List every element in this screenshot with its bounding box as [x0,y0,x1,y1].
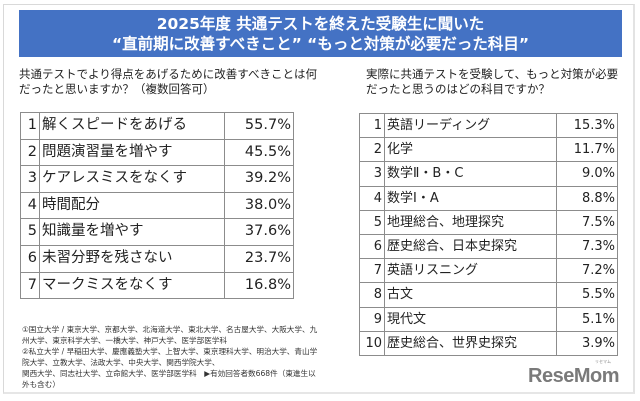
title-line-1: 2025年度 共通テストを終えた受験生に聞いた [156,14,485,33]
table-row: 6 未習分野を残さない 23.7% [20,244,294,273]
title-banner: 2025年度 共通テストを終えた受験生に聞いた “直前期に改善すべきこと” “も… [19,10,622,57]
table-row: 5 知識量を増やす 37.6% [20,218,294,246]
resemom-logo: ReseMom リセマム [528,359,619,388]
left-question: 共通テストでより得点をあげるために改善すべきことは何だったと思いますか？（複数回… [19,67,317,96]
subject-label: 英語リーディング [384,112,557,139]
rank: 8 [359,282,385,308]
percentage: 15.3% [556,112,618,139]
subject-label: 数学Ⅱ・B・C [384,161,557,187]
footnote-private-universities: ②私立大学 / 早稲田大学、慶應義塾大学、上智大学、東京理科大学、明治大学、青山… [22,347,318,367]
rank: 6 [20,244,40,273]
table-row: 7 マークミスをなくす 16.8% [20,271,294,300]
rank: 2 [359,137,385,163]
logo-kana: リセマム [594,359,611,364]
item-label: 未習分野を残さない [39,244,225,273]
table-row: 10 歴史総合、世界史探究 3.9% [359,330,618,357]
rank: 6 [359,234,385,260]
item-label: 解くスピードをあげる [39,112,225,140]
table-row: 9 現代文 5.1% [359,306,618,332]
table-row: 4 数学Ⅰ・A 8.8% [359,185,618,211]
percentage: 11.7% [556,137,618,163]
table-row: 7 英語リスニング 7.2% [359,258,618,284]
subject-label: 英語リスニング [384,258,557,284]
subject-label: 数学Ⅰ・A [384,185,557,211]
table-row: 3 ケアレスミスをなくす 39.2% [20,165,294,193]
subject-label: 古文 [384,282,557,308]
percentage: 55.7% [224,112,294,140]
percentage: 3.9% [556,330,618,357]
table-row: 5 地理総合、地理探究 7.5% [359,209,618,236]
rank: 2 [20,138,40,167]
improvement-ranking-table: 1 解くスピードをあげる 55.7% 2 問題演習量を増やす 45.5% 3 ケ… [20,112,294,300]
subject-label: 現代文 [384,306,557,332]
percentage: 7.2% [556,258,618,284]
footnote-national-universities: ①国立大学 / 東京大学、京都大学、北海道大学、東北大学、名古屋大学、大阪大学、… [22,325,318,345]
right-question: 実際に共通テストを受験して、もっと対策が必要だったと思うのはどの科目ですか？ [366,67,619,96]
rank: 4 [20,191,40,220]
percentage: 37.6% [224,218,294,246]
percentage: 5.5% [556,282,618,308]
table-row: 4 時間配分 38.0% [20,191,294,220]
rank: 1 [359,112,385,139]
item-label: 時間配分 [39,191,225,220]
item-label: 知識量を増やす [39,218,225,246]
rank: 9 [359,306,385,332]
percentage: 16.8% [224,271,294,300]
percentage: 7.3% [556,234,618,260]
subject-label: 歴史総合、日本史探究 [384,234,557,260]
item-label: ケアレスミスをなくす [39,165,225,193]
subject-label: 歴史総合、世界史探究 [384,330,557,357]
rank: 1 [20,112,40,140]
percentage: 8.8% [556,185,618,211]
subject-label: 地理総合、地理探究 [384,209,557,236]
percentage: 39.2% [224,165,294,193]
table-row: 2 問題演習量を増やす 45.5% [20,138,294,167]
rank: 5 [20,218,40,246]
subject-label: 化学 [384,137,557,163]
percentage: 23.7% [224,244,294,273]
table-row: 1 英語リーディング 15.3% [359,112,618,139]
rank: 10 [359,330,385,357]
title-line-2: “直前期に改善すべきこと” “もっと対策が必要だった科目” [111,34,530,53]
item-label: 問題演習量を増やす [39,138,225,167]
percentage: 5.1% [556,306,618,332]
table-row: 6 歴史総合、日本史探究 7.3% [359,234,618,260]
rank: 7 [20,271,40,300]
percentage: 45.5% [224,138,294,167]
rank: 4 [359,185,385,211]
table-row: 2 化学 11.7% [359,137,618,163]
footnote-respondents: 関西大学、同志社大学、立命館大学、医学部医学科 ▶有効回答者数668件（東進生以… [22,369,316,389]
subject-ranking-table: 1 英語リーディング 15.3% 2 化学 11.7% 3 数学Ⅱ・B・C 9.… [359,112,618,357]
rank: 3 [20,165,40,193]
table-row: 1 解くスピードをあげる 55.7% [20,112,294,140]
table-row: 8 古文 5.5% [359,282,618,308]
item-label: マークミスをなくす [39,271,225,300]
rank: 3 [359,161,385,187]
percentage: 9.0% [556,161,618,187]
rank: 5 [359,209,385,236]
logo-text: ReseMom [528,365,619,387]
percentage: 38.0% [224,191,294,220]
footnotes: ①国立大学 / 東京大学、京都大学、北海道大学、東北大学、名古屋大学、大阪大学、… [22,324,322,390]
percentage: 7.5% [556,209,618,236]
table-row: 3 数学Ⅱ・B・C 9.0% [359,161,618,187]
rank: 7 [359,258,385,284]
